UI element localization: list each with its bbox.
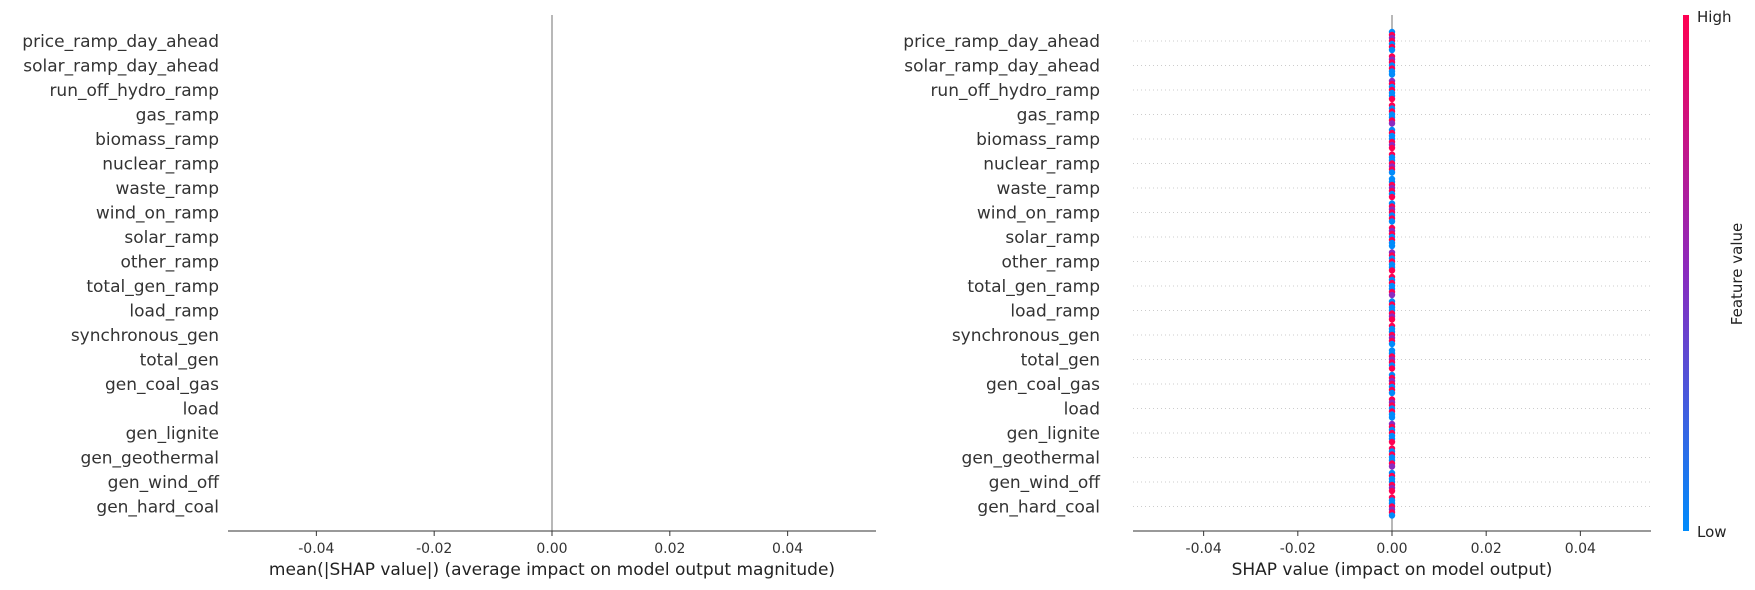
- beeswarm-point: [1388, 218, 1396, 225]
- beeswarm-point: [1388, 389, 1396, 397]
- beeswarm-x-tick-label: 0.02: [1471, 541, 1502, 557]
- beeswarm-chart-panel: price_ramp_day_ahead solar_ramp_day_ahead…: [903, 15, 1651, 580]
- colorbar-low-label: Low: [1697, 523, 1727, 541]
- beeswarm-point: [1388, 291, 1396, 299]
- bar-feature-label: load_ramp: [129, 302, 219, 322]
- beeswarm-feature-labels: price_ramp_day_ahead solar_ramp_day_ahead…: [903, 32, 1101, 518]
- beeswarm-feature-label: gen_geothermal: [962, 449, 1100, 469]
- bar-feature-label: total_gen: [140, 351, 219, 371]
- bar-feature-label: biomass_ramp: [95, 130, 219, 150]
- beeswarm-point: [1388, 46, 1396, 54]
- bar-feature-label: gas_ramp: [136, 106, 219, 126]
- beeswarm-feature-label: total_gen_ramp: [967, 277, 1100, 297]
- bar-feature-label: waste_ramp: [115, 179, 219, 199]
- beeswarm-point: [1388, 438, 1396, 446]
- bar-feature-label: wind_on_ramp: [96, 204, 219, 224]
- bar-feature-labels: price_ramp_day_ahead solar_ramp_day_ahead…: [22, 32, 220, 518]
- bar-feature-label: solar_ramp: [124, 228, 219, 248]
- bar-feature-label: run_off_hydro_ramp: [49, 81, 219, 101]
- beeswarm-feature-label: synchronous_gen: [952, 326, 1100, 346]
- beeswarm-feature-label: price_ramp_day_ahead: [903, 32, 1100, 52]
- beeswarm-point: [1388, 463, 1396, 470]
- bar-feature-label: gen_hard_coal: [96, 498, 219, 518]
- bar-chart-panel: price_ramp_day_ahead solar_ramp_day_ahead…: [22, 15, 876, 580]
- beeswarm-feature-label: gen_hard_coal: [977, 498, 1100, 518]
- beeswarm-point: [1388, 267, 1396, 274]
- bar-feature-label: synchronous_gen: [71, 326, 219, 346]
- beeswarm-point: [1388, 169, 1396, 176]
- colorbar-high-label: High: [1697, 8, 1731, 26]
- beeswarm-feature-label: other_ramp: [1001, 253, 1100, 273]
- beeswarm-feature-label: solar_ramp: [1005, 228, 1100, 248]
- bar-feature-label: solar_ramp_day_ahead: [23, 57, 219, 77]
- bar-feature-label: other_ramp: [120, 253, 219, 273]
- beeswarm-point: [1388, 71, 1396, 78]
- beeswarm-point: [1388, 242, 1396, 250]
- bar-feature-label: gen_wind_off: [108, 473, 221, 493]
- beeswarm-feature-label: gas_ramp: [1017, 106, 1100, 126]
- beeswarm-feature-label: gen_lignite: [1007, 424, 1100, 444]
- bar-x-tick-label: 0.02: [654, 541, 685, 557]
- bar-x-tick-label: -0.02: [416, 541, 452, 557]
- beeswarm-x-tick-label: -0.02: [1280, 541, 1316, 557]
- beeswarm-points: [1388, 28, 1396, 519]
- beeswarm-feature-label: load: [1064, 400, 1100, 420]
- bar-feature-label: gen_lignite: [126, 424, 219, 444]
- beeswarm-point: [1388, 512, 1396, 519]
- beeswarm-feature-label: waste_ramp: [996, 179, 1100, 199]
- bar-x-tick-label: 0.00: [536, 541, 567, 557]
- bar-feature-label: nuclear_ramp: [102, 155, 219, 175]
- beeswarm-feature-label: solar_ramp_day_ahead: [904, 57, 1100, 77]
- beeswarm-x-axis-label: SHAP value (impact on model output): [1232, 560, 1553, 580]
- beeswarm-feature-label: gen_wind_off: [989, 473, 1102, 493]
- bar-x-tick-label: -0.04: [298, 541, 334, 557]
- beeswarm-point: [1388, 144, 1396, 152]
- bar-x-ticks: -0.04 -0.02 0.00 0.02 0.04: [298, 531, 803, 557]
- beeswarm-feature-label: nuclear_ramp: [983, 155, 1100, 175]
- bar-x-tick-label: 0.04: [772, 541, 803, 557]
- beeswarm-point: [1388, 193, 1396, 201]
- beeswarm-x-tick-label: -0.04: [1186, 541, 1222, 557]
- beeswarm-feature-label: wind_on_ramp: [977, 204, 1100, 224]
- beeswarm-feature-label: run_off_hydro_ramp: [930, 81, 1100, 101]
- colorbar-title: Feature value: [1728, 223, 1746, 325]
- colorbar-gradient: [1683, 15, 1689, 531]
- beeswarm-feature-label: biomass_ramp: [976, 130, 1100, 150]
- bar-feature-label: load: [183, 400, 219, 420]
- beeswarm-feature-label: total_gen: [1021, 351, 1100, 371]
- beeswarm-point: [1388, 414, 1396, 421]
- beeswarm-x-tick-label: 0.04: [1565, 541, 1596, 557]
- bar-feature-label: price_ramp_day_ahead: [22, 32, 219, 52]
- beeswarm-point: [1388, 95, 1396, 103]
- bar-feature-label: total_gen_ramp: [86, 277, 219, 297]
- bar-feature-label: gen_geothermal: [81, 449, 219, 469]
- bar-x-axis-label: mean(|SHAP value|) (average impact on mo…: [269, 560, 835, 580]
- beeswarm-point: [1388, 340, 1396, 348]
- beeswarm-point: [1388, 120, 1396, 127]
- beeswarm-feature-label: gen_coal_gas: [986, 375, 1100, 395]
- beeswarm-x-tick-label: 0.00: [1376, 541, 1407, 557]
- beeswarm-point: [1388, 316, 1396, 323]
- beeswarm-feature-label: load_ramp: [1010, 302, 1100, 322]
- colorbar: High Low Feature value: [1683, 8, 1746, 541]
- beeswarm-point: [1388, 365, 1396, 372]
- bar-feature-label: gen_coal_gas: [105, 375, 219, 395]
- beeswarm-point: [1388, 487, 1396, 495]
- beeswarm-x-ticks: -0.04 -0.02 0.00 0.02 0.04: [1186, 531, 1596, 557]
